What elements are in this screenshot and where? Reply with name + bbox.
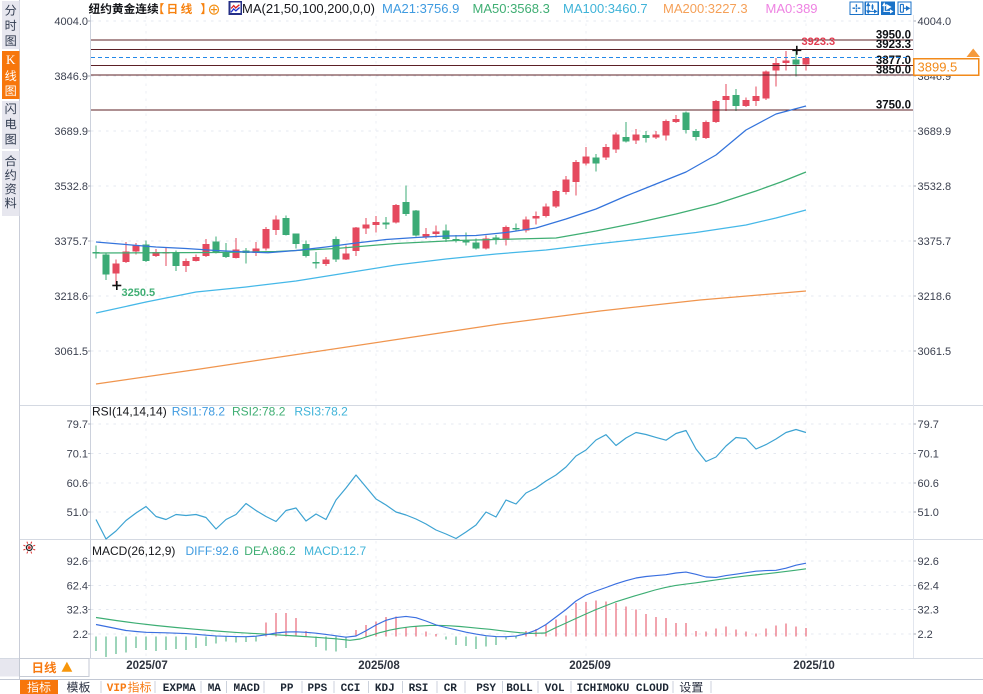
svg-text:3061.5: 3061.5 [54, 346, 88, 358]
svg-text:3750.0: 3750.0 [876, 99, 911, 111]
svg-text:3061.5: 3061.5 [918, 346, 952, 358]
svg-text:MA200:3227.3: MA200:3227.3 [663, 1, 748, 16]
svg-text:3899.5: 3899.5 [918, 60, 958, 75]
svg-text:MA21:3756.9: MA21:3756.9 [382, 1, 459, 16]
svg-text:K: K [6, 52, 16, 67]
svg-text:BOLL: BOLL [506, 683, 533, 694]
svg-text:MACD: MACD [233, 683, 260, 694]
svg-text:2025/09: 2025/09 [569, 660, 611, 672]
svg-text:2025/08: 2025/08 [358, 660, 400, 672]
svg-text:RSI(14,14,14): RSI(14,14,14) [92, 404, 167, 418]
svg-text:32.3: 32.3 [918, 605, 939, 617]
svg-text:3375.7: 3375.7 [54, 236, 88, 248]
svg-text:RSI3:78.2: RSI3:78.2 [294, 404, 348, 418]
svg-text:KDJ: KDJ [375, 683, 395, 694]
svg-text:3923.3: 3923.3 [802, 36, 836, 48]
svg-text:RSI2:78.2: RSI2:78.2 [232, 404, 286, 418]
svg-text:2.2: 2.2 [73, 629, 88, 641]
svg-text:RSI1:78.2: RSI1:78.2 [172, 404, 226, 418]
svg-text:PSY: PSY [476, 683, 496, 694]
svg-text:DEA:86.2: DEA:86.2 [244, 544, 296, 558]
svg-text:MACD:12.7: MACD:12.7 [304, 544, 366, 558]
svg-text:MA0:389: MA0:389 [766, 1, 818, 16]
svg-text:70.1: 70.1 [67, 448, 88, 460]
svg-text:4004.0: 4004.0 [54, 16, 88, 28]
svg-text:3250.5: 3250.5 [122, 287, 156, 299]
svg-text:RSI: RSI [409, 683, 429, 694]
svg-text:2025/07: 2025/07 [126, 660, 168, 672]
svg-text:3218.6: 3218.6 [54, 291, 88, 303]
svg-text:70.1: 70.1 [918, 448, 939, 460]
svg-text:MACD(26,12,9): MACD(26,12,9) [92, 544, 175, 558]
svg-text:MA100:3460.7: MA100:3460.7 [563, 1, 648, 16]
svg-text:3689.9: 3689.9 [54, 126, 88, 138]
svg-text:62.4: 62.4 [67, 580, 88, 592]
svg-text:CCI: CCI [341, 683, 361, 694]
svg-text:79.7: 79.7 [918, 419, 939, 431]
svg-text:3375.7: 3375.7 [918, 236, 952, 248]
svg-text:MA(21,50,100,200,0,0): MA(21,50,100,200,0,0) [242, 1, 375, 16]
svg-text:3689.9: 3689.9 [918, 126, 952, 138]
svg-text:4004.0: 4004.0 [918, 16, 952, 28]
svg-text:2.2: 2.2 [918, 629, 933, 641]
svg-text:3950.0: 3950.0 [876, 30, 911, 42]
svg-text:92.6: 92.6 [67, 556, 88, 568]
svg-text:VOL: VOL [545, 683, 565, 694]
svg-text:PP: PP [280, 683, 294, 694]
svg-text:CR: CR [444, 683, 458, 694]
svg-text:3532.8: 3532.8 [918, 181, 952, 193]
svg-text:EXPMA: EXPMA [163, 683, 196, 694]
svg-text:3850.0: 3850.0 [876, 64, 911, 76]
svg-text:3923.3: 3923.3 [876, 39, 911, 51]
svg-text:60.6: 60.6 [918, 478, 939, 490]
svg-text:51.0: 51.0 [918, 507, 939, 519]
svg-text:62.4: 62.4 [918, 580, 939, 592]
svg-text:MA50:3568.3: MA50:3568.3 [473, 1, 550, 16]
svg-text:51.0: 51.0 [67, 507, 88, 519]
svg-text:60.6: 60.6 [67, 478, 88, 490]
svg-text:DIFF:92.6: DIFF:92.6 [186, 544, 240, 558]
svg-text:VIP: VIP [107, 683, 127, 694]
svg-text:3218.6: 3218.6 [918, 291, 952, 303]
svg-text:79.7: 79.7 [67, 419, 88, 431]
svg-text:3846.9: 3846.9 [54, 71, 88, 83]
svg-text:ICHIMOKU CLOUD: ICHIMOKU CLOUD [576, 683, 669, 694]
svg-text:3532.8: 3532.8 [54, 181, 88, 193]
svg-text:PPS: PPS [307, 683, 327, 694]
svg-text:MA: MA [208, 683, 222, 694]
svg-text:2025/10: 2025/10 [793, 660, 835, 672]
svg-text:32.3: 32.3 [67, 605, 88, 617]
svg-text:92.6: 92.6 [918, 556, 939, 568]
